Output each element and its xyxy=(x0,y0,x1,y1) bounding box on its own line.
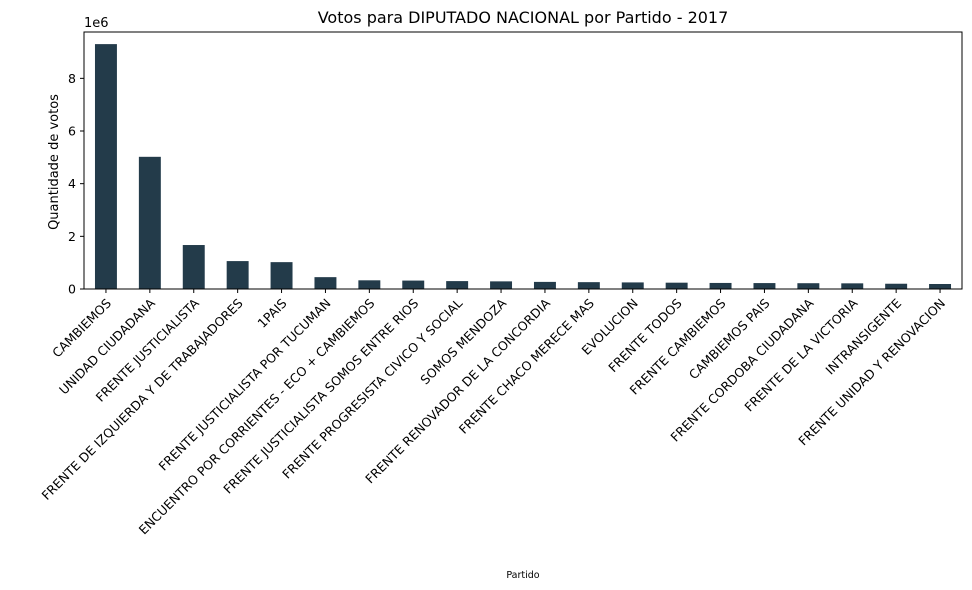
y-axis-ticks: 0 2 4 6 8 xyxy=(68,71,84,297)
x-tick-label: INTRANSIGENTE xyxy=(822,295,904,377)
bar xyxy=(402,280,425,289)
bar xyxy=(665,282,688,289)
bar xyxy=(358,280,381,289)
bar xyxy=(490,281,513,289)
bar xyxy=(533,281,556,289)
y-axis-label: Quantidade de votos xyxy=(47,94,62,230)
bar xyxy=(753,283,776,289)
y-tick-label: 6 xyxy=(68,124,76,139)
bar xyxy=(841,283,864,289)
bar xyxy=(270,262,293,289)
bar xyxy=(709,282,732,289)
bars-group xyxy=(94,44,952,290)
bar xyxy=(797,283,820,289)
y-tick-label: 2 xyxy=(68,229,76,244)
y-tick-label: 0 xyxy=(68,282,76,297)
bar xyxy=(314,277,337,289)
y-tick-label: 8 xyxy=(68,71,76,86)
bar xyxy=(182,245,205,289)
x-tick-label: 1PAIS xyxy=(254,295,289,330)
bar xyxy=(929,283,952,289)
chart-title: Votos para DIPUTADO NACIONAL por Partido… xyxy=(318,8,729,27)
x-tick-label: CAMBIEMOS PAIS xyxy=(686,295,773,382)
bar xyxy=(621,282,644,289)
x-axis-label: Partido xyxy=(506,570,539,581)
plot-frame xyxy=(83,31,963,290)
x-tick-label: FRENTE DE IZQUIERDA Y DE TRABAJADORES xyxy=(38,295,245,502)
bar xyxy=(446,281,469,289)
bar xyxy=(577,282,600,289)
bar xyxy=(885,283,908,289)
y-axis-offset-text: 1e6 xyxy=(84,16,109,31)
y-tick-label: 4 xyxy=(68,176,76,191)
bar xyxy=(138,156,161,289)
bar xyxy=(226,261,249,289)
bar xyxy=(94,44,117,290)
